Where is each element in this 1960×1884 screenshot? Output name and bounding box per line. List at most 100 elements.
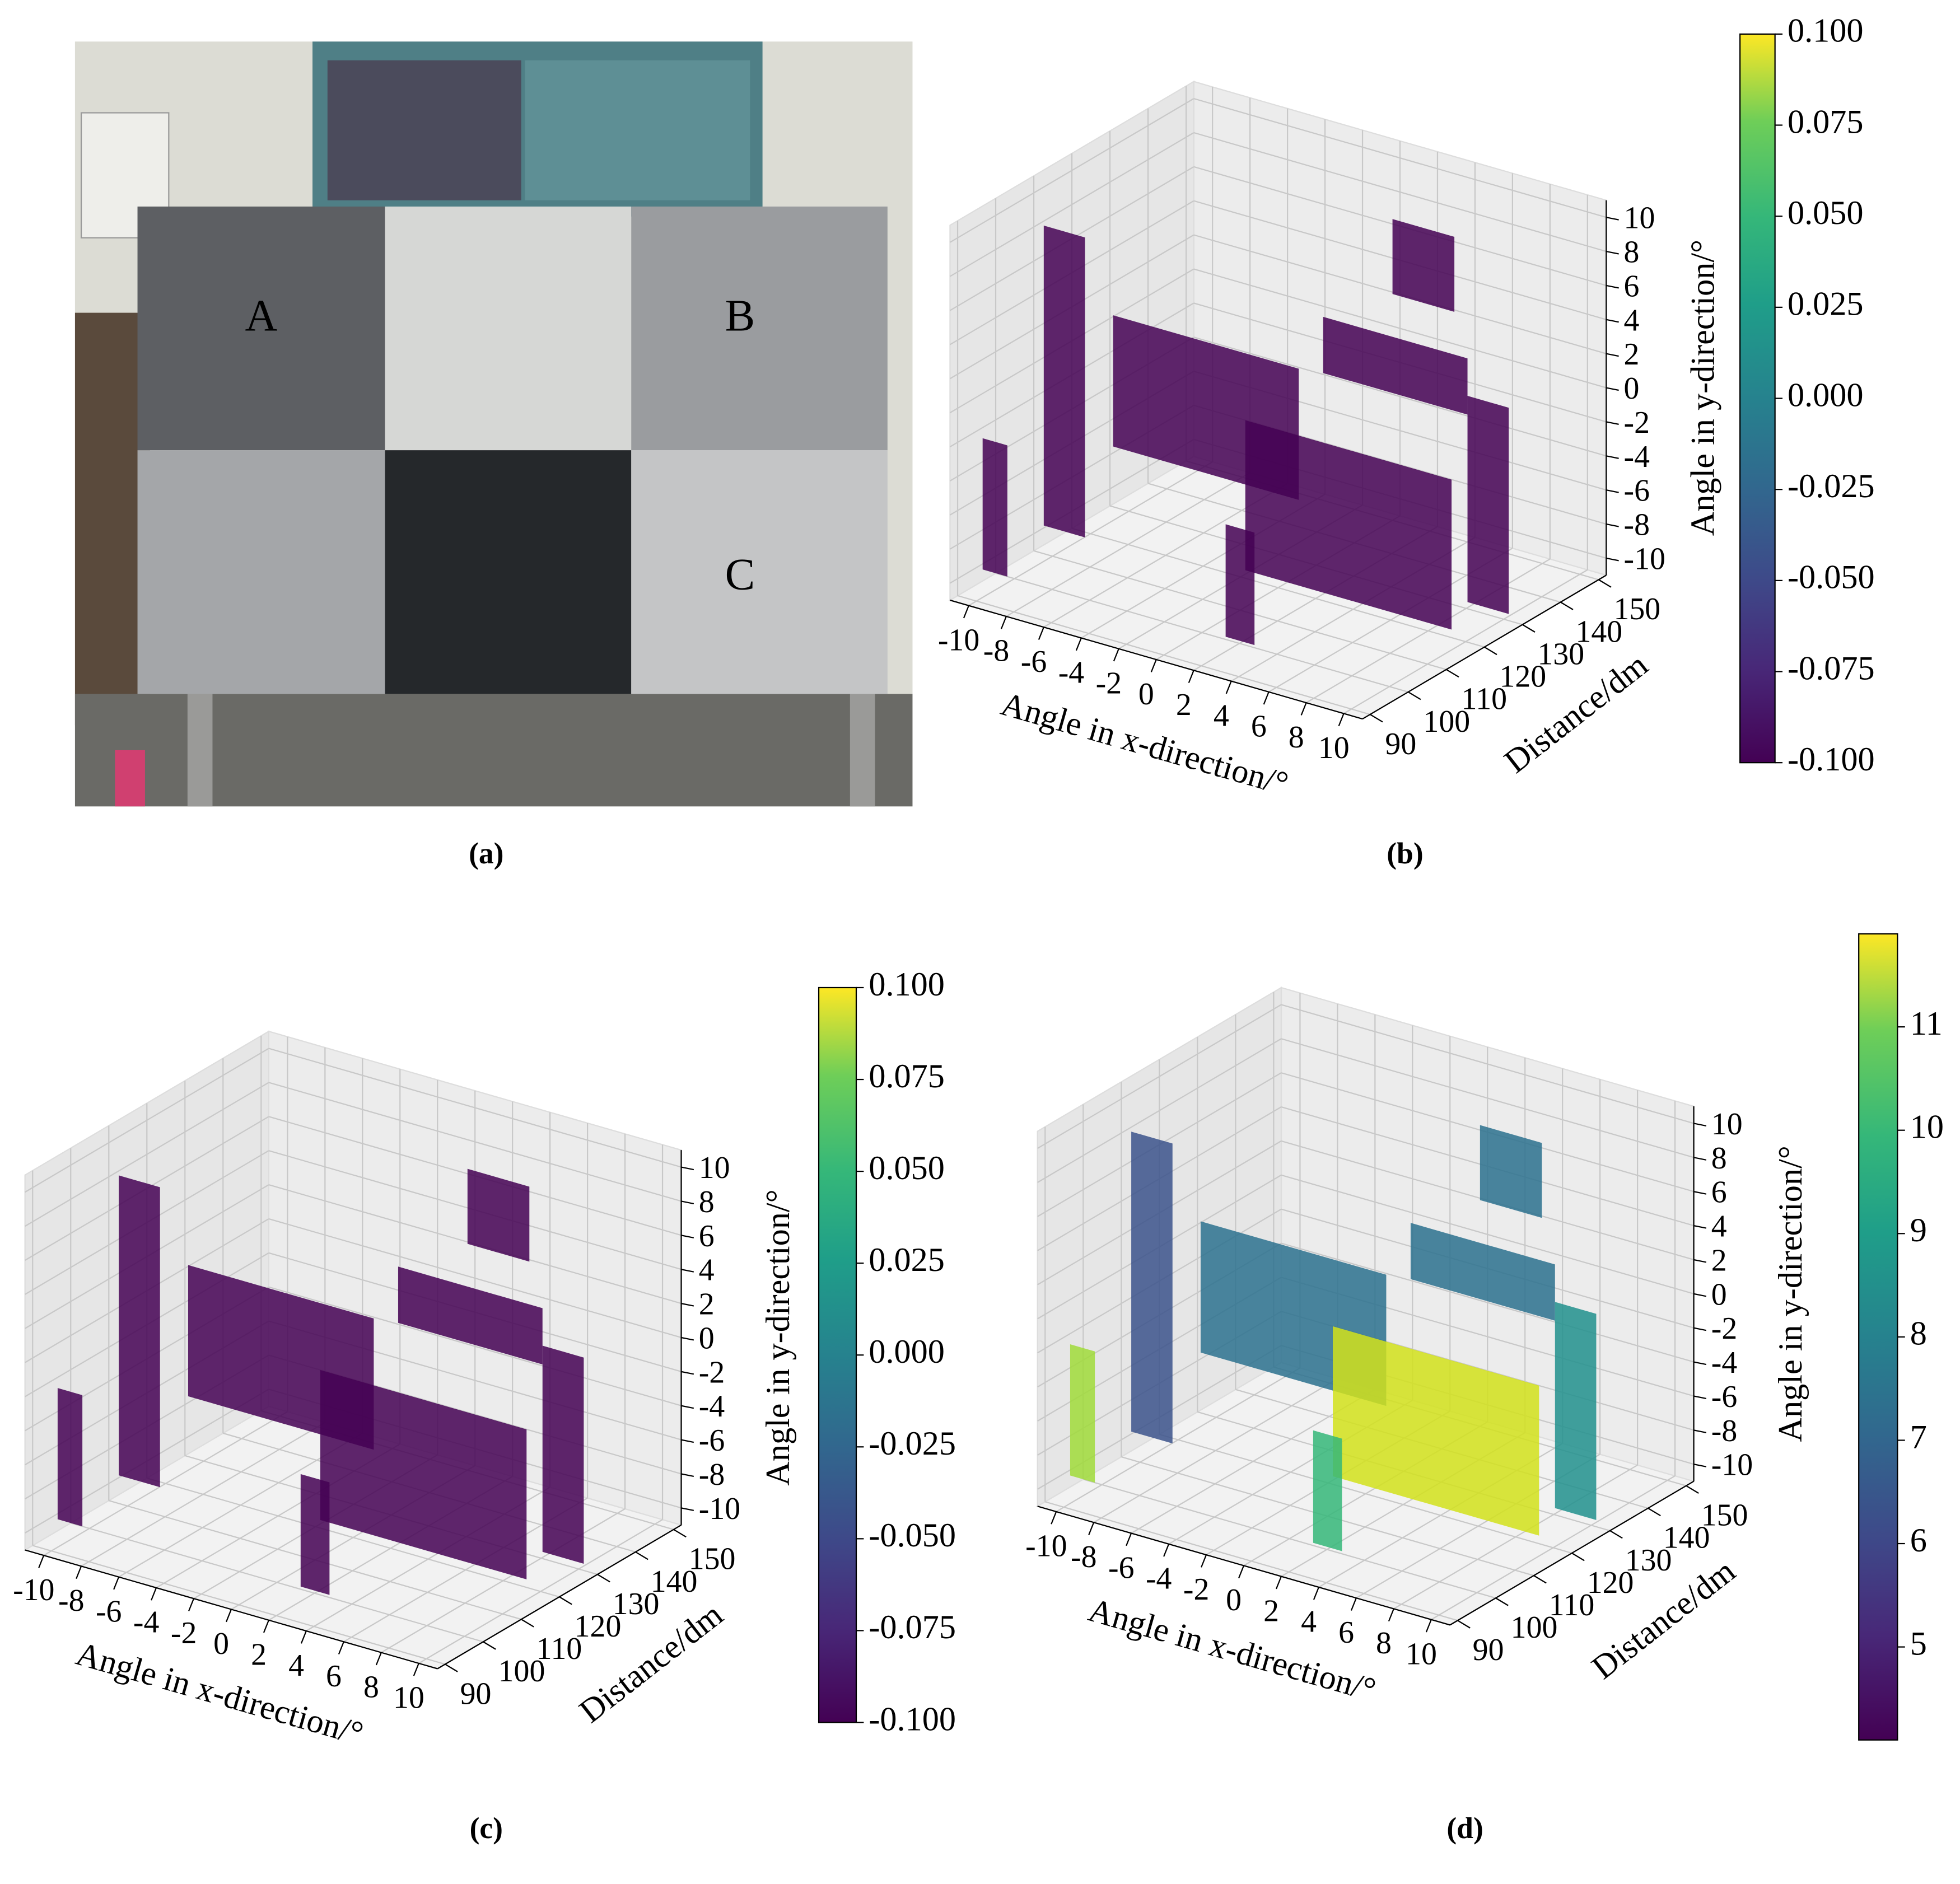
x-tick-label: 6	[1338, 1615, 1354, 1650]
z-tick-label: -2	[699, 1355, 725, 1390]
grid-line	[949, 98, 1194, 243]
z-tick-label: -4	[699, 1389, 725, 1424]
z-axis-title: Angle in y-direction/°	[1772, 1146, 1809, 1442]
z-tick-label: -10	[1624, 541, 1665, 576]
tick-mark	[1163, 1544, 1170, 1557]
tick-mark	[1693, 1395, 1707, 1400]
tick-mark	[1408, 691, 1421, 700]
x-tick-label: 2	[1176, 688, 1192, 722]
grid-line	[268, 1218, 682, 1339]
y-tick-label: 140	[1575, 614, 1622, 649]
tick-mark	[1150, 659, 1157, 672]
x-tick-label: 6	[326, 1659, 342, 1694]
tick-mark	[681, 1439, 694, 1443]
y-tick-label: 130	[1537, 637, 1584, 671]
colorbar-tick-label: 0.050	[869, 1149, 945, 1187]
z-tick-label: 4	[699, 1253, 715, 1288]
y-tick-label: 110	[536, 1631, 582, 1666]
tick-mark	[1425, 1619, 1432, 1633]
point-cloud	[542, 1345, 584, 1564]
colorbar-tick-label: 0.050	[1788, 194, 1864, 232]
tick-mark	[1263, 691, 1270, 705]
tick-mark	[963, 605, 969, 619]
x-tick-label: 8	[1376, 1626, 1392, 1661]
tick-mark	[1693, 1157, 1707, 1161]
axis-line	[950, 599, 1363, 720]
grid-line	[32, 1545, 446, 1665]
x-tick-label: 10	[1318, 731, 1350, 765]
x-tick-label: 4	[1301, 1605, 1317, 1639]
z-tick-label: -6	[1711, 1380, 1737, 1414]
x-tick-label: 10	[1406, 1637, 1437, 1672]
z-tick-label: -4	[1711, 1345, 1738, 1380]
tick-mark	[1693, 1361, 1707, 1366]
x-tick-label: -8	[1071, 1540, 1096, 1574]
tick-mark	[1495, 1597, 1509, 1606]
grid-line	[1193, 98, 1607, 218]
x-tick-label: 0	[213, 1626, 229, 1661]
tick-mark	[1000, 616, 1007, 629]
axis-line	[1449, 1480, 1695, 1626]
y-tick-label: 150	[689, 1542, 736, 1577]
z-tick-label: 8	[1711, 1141, 1727, 1176]
colorbar	[1739, 33, 1776, 764]
colorbar-tick-label: 0.000	[869, 1333, 945, 1371]
z-tick-label: 8	[699, 1185, 715, 1219]
tick-mark	[1606, 217, 1619, 221]
tick-mark	[635, 1551, 648, 1560]
colorbar-tick-label: 0.100	[869, 966, 945, 1003]
colorbar-tick-label: 0.075	[869, 1058, 945, 1095]
tick-mark	[559, 1596, 572, 1605]
point-cloud	[57, 1388, 83, 1527]
colorbar-tick-label: 0.000	[1788, 376, 1864, 414]
grid-line	[70, 1522, 484, 1643]
tick-mark	[1606, 523, 1619, 527]
z-tick-label: -8	[1711, 1414, 1737, 1448]
point-cloud	[1467, 396, 1509, 614]
colorbar	[818, 987, 857, 1723]
tick-mark	[1370, 714, 1383, 723]
tick-mark	[1606, 353, 1619, 357]
x-tick-label: -6	[1108, 1550, 1134, 1585]
x-tick-label: -4	[1146, 1562, 1172, 1596]
x-tick-label: -2	[1183, 1572, 1209, 1607]
tick-mark	[1693, 1293, 1707, 1297]
tick-mark	[1051, 1511, 1057, 1525]
z-axis-title: Angle in y-direction/°	[1684, 240, 1722, 536]
tick-mark	[1350, 1597, 1357, 1611]
y-tick-label: 120	[575, 1609, 622, 1644]
point-cloud	[300, 1474, 330, 1595]
tick-mark	[1693, 1464, 1707, 1467]
x-tick-label: -2	[1096, 666, 1122, 701]
point-cloud	[1225, 524, 1255, 646]
grid-line	[1193, 336, 1607, 457]
tick-mark	[76, 1565, 82, 1579]
x-tick-label: 2	[1263, 1593, 1279, 1628]
tick-mark	[1693, 1429, 1707, 1433]
colorbar-tick-label: -0.075	[869, 1609, 956, 1646]
y-tick-label: 100	[498, 1654, 545, 1689]
y-tick-label: 90	[460, 1676, 492, 1711]
tick-mark	[413, 1663, 419, 1676]
z-tick-label: 4	[1711, 1209, 1727, 1244]
colorbar-tick-label: -0.075	[1788, 649, 1875, 687]
colorbar-tick-label: 10	[1910, 1109, 1944, 1146]
tick-mark	[1606, 455, 1619, 459]
point-cloud	[320, 1370, 527, 1579]
caption: (a)	[469, 836, 503, 870]
tick-mark	[1693, 1327, 1707, 1331]
x-tick-label: 10	[393, 1681, 424, 1715]
z-tick-label: 2	[699, 1287, 715, 1322]
axis-line	[1362, 574, 1607, 720]
tick-mark	[1126, 1533, 1132, 1546]
colorbar-tick-label: -0.025	[869, 1425, 956, 1462]
tick-mark	[1693, 1259, 1707, 1263]
colorbar-tick-label: -0.100	[869, 1700, 956, 1738]
colorbar-tick-label: -0.050	[1788, 559, 1875, 596]
tick-mark	[1571, 1553, 1585, 1562]
colorbar	[1858, 933, 1898, 1741]
tick-mark	[1522, 624, 1536, 633]
colorbar-tick-label: 8	[1910, 1315, 1927, 1353]
tick-mark	[681, 1405, 694, 1409]
